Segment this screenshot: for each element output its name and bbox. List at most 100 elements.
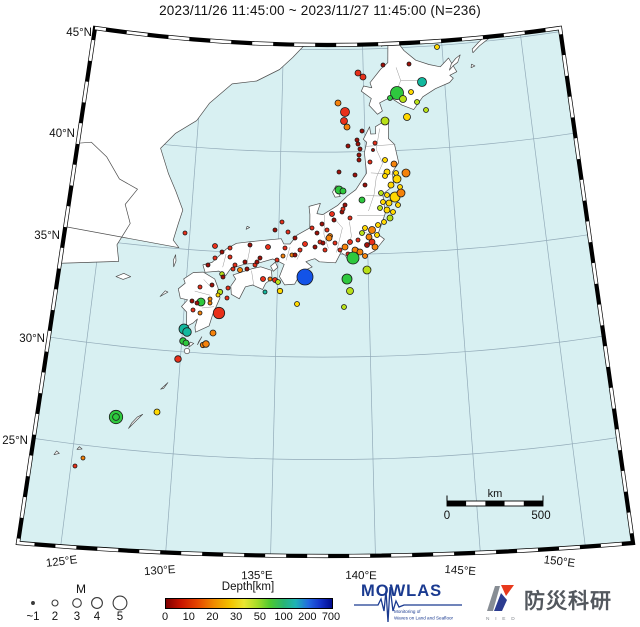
quake-marker (387, 95, 393, 101)
quake-marker (364, 242, 370, 248)
quake-marker (182, 327, 192, 337)
prefecture-borders (194, 67, 419, 309)
quake-marker (355, 237, 361, 243)
quake-marker (282, 245, 288, 251)
quake-marker (382, 157, 388, 163)
quake-marker (359, 128, 365, 134)
quake-marker (382, 173, 388, 179)
nied-acronym: N I E D (486, 616, 517, 622)
quake-marker (423, 107, 429, 113)
magnitude-sample-label: 3 (74, 611, 80, 623)
quake-marker (375, 222, 381, 228)
quake-marker (374, 232, 380, 238)
depth-tick-label: 20 (206, 611, 219, 623)
quake-marker (359, 73, 367, 81)
mowlas-waveform-icon (354, 586, 462, 623)
quake-marker (212, 243, 218, 249)
quake-marker (174, 355, 182, 363)
quake-marker (395, 202, 401, 208)
quake-marker (377, 205, 383, 211)
longitude-label: 150°E (543, 554, 576, 570)
quake-marker (112, 413, 120, 421)
quake-marker (396, 188, 406, 198)
quake-marker (320, 240, 326, 246)
quake-marker (205, 262, 211, 268)
quake-marker (368, 226, 376, 234)
magnitude-legend: M ~1 2 3 4 5 (26, 582, 128, 623)
depth-tick-label: 0 (161, 611, 169, 623)
magnitude-sample-circle (91, 597, 103, 609)
quake-marker (417, 77, 427, 87)
quake-marker (385, 199, 393, 207)
quake-marker (202, 340, 210, 348)
quake-marker (406, 61, 412, 67)
quake-marker (220, 274, 226, 280)
quake-marker (190, 307, 196, 313)
magnitude-sample-circle (51, 599, 59, 607)
quake-marker (242, 259, 248, 265)
quake-marker (334, 99, 342, 107)
quake-marker (368, 238, 376, 246)
scale-bar-start: 0 (444, 510, 450, 522)
quake-marker (329, 211, 335, 217)
depth-tick-label: 30 (230, 611, 243, 623)
depth-colorbar (165, 598, 333, 609)
quake-marker (72, 463, 78, 469)
quake-marker (346, 251, 360, 265)
quake-marker (312, 244, 318, 250)
depth-tick-label: 50 (253, 611, 266, 623)
quake-marker (380, 116, 390, 126)
scale-bar-unit: km (488, 488, 503, 500)
quake-marker (343, 123, 351, 131)
quake-marker (182, 230, 188, 236)
quake-marker (227, 245, 233, 251)
quake-marker (356, 248, 364, 256)
longitude-label: 125°E (45, 554, 78, 570)
quake-marker (254, 259, 260, 265)
magnitude-size-samples (31, 595, 128, 611)
quake-marker (362, 265, 372, 275)
quake-marker (219, 249, 225, 255)
longitude-label: 145°E (444, 564, 477, 578)
quake-marker (267, 276, 273, 282)
quake-marker (325, 234, 333, 242)
quake-marker (342, 202, 348, 208)
magnitude-sample-label: 2 (52, 611, 58, 623)
sea-area (18, 28, 633, 556)
nied-name: 防災科研 (524, 589, 612, 613)
quake-marker (392, 174, 402, 184)
quake-marker (387, 181, 395, 189)
quake-marker (340, 107, 350, 117)
quake-marker (355, 141, 361, 147)
quake-marker (275, 279, 281, 285)
quake-marker (280, 253, 286, 259)
longitude-label: 140°E (345, 570, 377, 583)
quake-marker (434, 44, 440, 50)
quake-marker (381, 219, 387, 225)
scale-bar-end: 500 (531, 510, 550, 522)
quake-marker (354, 69, 362, 77)
quake-marker (314, 230, 320, 236)
quake-marker (80, 455, 86, 461)
quake-marker (232, 262, 238, 268)
quake-marker (212, 255, 218, 261)
page-title: 2023/11/26 11:45:00 ~ 2023/11/27 11:45:0… (159, 3, 481, 18)
magnitude-sample-label: ~1 (26, 611, 39, 623)
longitude-label: 130°E (144, 564, 177, 578)
quake-marker (272, 227, 278, 233)
scale-bar: km 0 500 (444, 488, 551, 522)
latitude-label: 35°N (34, 230, 60, 242)
quake-marker (296, 268, 314, 286)
latitude-label: 45°N (66, 27, 92, 39)
quake-marker (209, 329, 217, 337)
quake-marker (227, 254, 233, 260)
quake-marker (230, 266, 236, 272)
quake-marker (347, 215, 353, 221)
quake-marker (386, 214, 394, 222)
quake-marker (279, 219, 285, 225)
quake-marker (367, 159, 373, 165)
quake-marker (153, 408, 161, 416)
quake-marker (356, 157, 362, 163)
